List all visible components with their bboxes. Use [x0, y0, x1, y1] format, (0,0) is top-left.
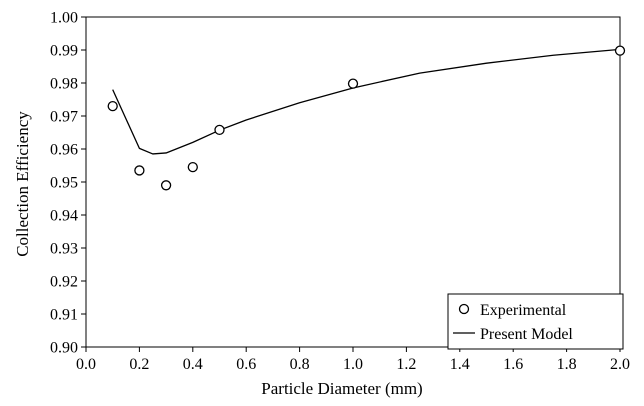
x-tick-label: 0.6 [236, 356, 256, 373]
y-tick-label: 0.90 [50, 340, 78, 357]
experimental-point [134, 165, 145, 176]
x-tick-label: 1.0 [343, 356, 363, 373]
x-tick-label: 1.2 [396, 356, 416, 373]
y-tick-label: 0.98 [50, 76, 78, 93]
y-tick-label: 1.00 [50, 10, 78, 27]
x-tick-label: 1.8 [557, 356, 577, 373]
y-tick-label: 0.96 [50, 142, 78, 159]
experimental-point [187, 161, 198, 173]
y-tick-label: 0.92 [50, 274, 78, 291]
experimental-point [160, 180, 172, 191]
present-model-line [112, 48, 621, 155]
y-tick-label: 0.99 [50, 43, 78, 60]
x-tick-label: 0.8 [290, 356, 310, 373]
x-tick-label: 1.4 [450, 356, 470, 373]
y-tick-label: 0.95 [50, 175, 78, 192]
x-tick-label: 2.0 [610, 356, 630, 373]
axes-layer: 0.0 0.2 0.4 0.6 0.8 1.0 1.2 1.4 1.6 1.8 2.0 0.90 0.9… [50, 10, 630, 374]
experimental-point [347, 78, 359, 89]
experimental-point [107, 100, 118, 112]
experimental-point [614, 45, 626, 56]
series-layer [107, 45, 626, 191]
x-tick-label: 0.4 [183, 356, 203, 373]
x-tick-label: 0.0 [76, 356, 96, 373]
y-tick-label: 0.94 [50, 208, 78, 225]
legend-box [447, 293, 624, 350]
y-tick-label: 0.91 [50, 307, 78, 324]
y-tick-label: 0.97 [50, 109, 78, 126]
legend-experimental-label: Experimental [480, 302, 567, 319]
y-axis-title: Collection Efficiency [13, 111, 32, 257]
legend-present-model-label: Present Model [480, 326, 573, 343]
x-tick-label: 0.2 [129, 356, 149, 373]
x-axis-title: Particle Diameter (mm) [261, 379, 422, 398]
y-tick-label: 0.93 [50, 241, 78, 258]
legend: Experimental Present Model [447, 293, 624, 350]
x-tick-label: 1.6 [503, 356, 523, 373]
experimental-point [214, 124, 225, 136]
legend-experimental-marker-icon [458, 303, 470, 315]
